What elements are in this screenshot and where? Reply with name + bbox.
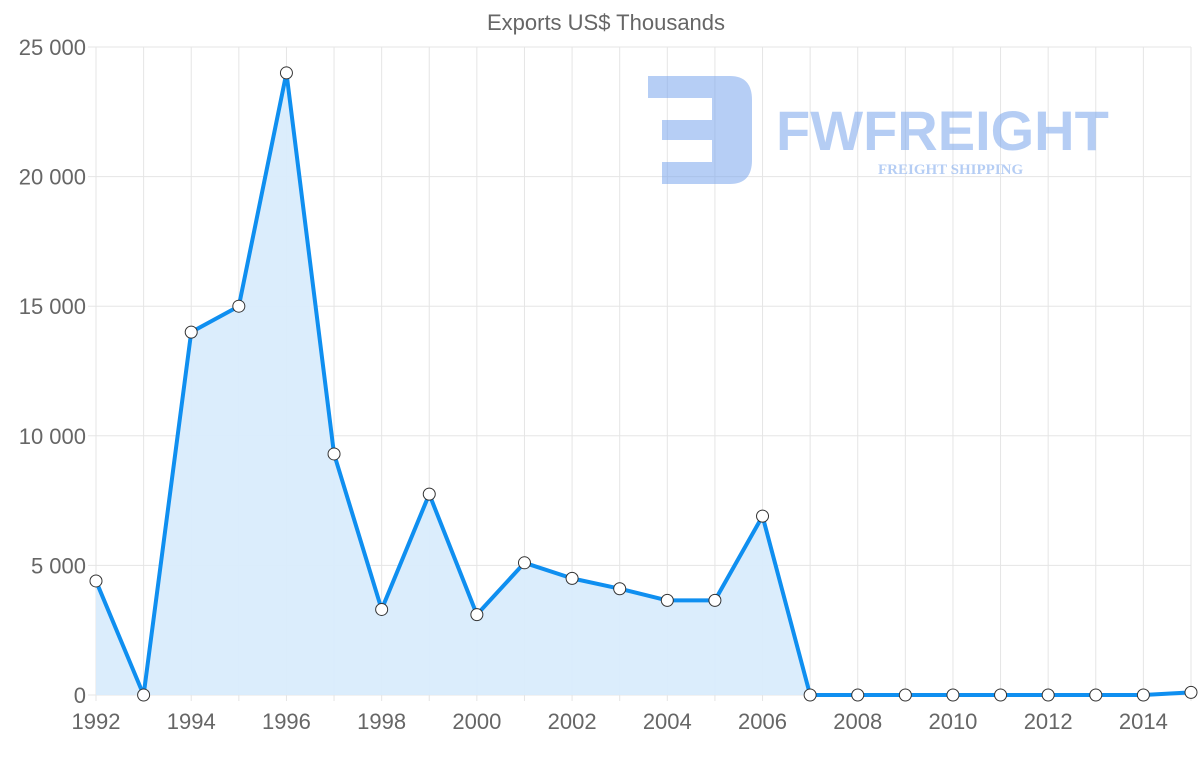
x-tick-label: 2014 [1119,709,1168,734]
watermark-tagline: FREIGHT SHIPPING [878,162,1023,178]
data-point [708,593,722,607]
x-tick-label: 2006 [738,709,787,734]
y-axis: 0 5 000 10 000 15 000 20 000 25 000 [19,35,86,708]
data-point [470,608,484,622]
data-point [279,66,293,80]
series-area [96,72,1191,696]
chart-title: Exports US$ Thousands [487,10,725,35]
data-point [184,325,198,339]
data-point [565,571,579,585]
data-point [375,602,389,616]
y-tick-label: 20 000 [19,165,86,190]
x-tick-label: 1994 [167,709,216,734]
data-point [1184,685,1198,699]
logo-mark-icon [648,76,752,184]
data-point [851,688,865,702]
y-tick-label: 0 [74,683,86,708]
y-tick-label: 10 000 [19,424,86,449]
watermark-brand: FWFREIGHT [776,99,1109,162]
x-tick-label: 2012 [1024,709,1073,734]
data-point [803,688,817,702]
data-point [946,688,960,702]
x-axis: 1992 1994 1996 1998 2000 2002 2004 2006 2008 2010… [72,709,1168,734]
y-tick-label: 25 000 [19,35,86,60]
y-tick-label: 5 000 [31,553,86,578]
watermark-logo: FWFREIGHT FREIGHT SHIPPING [648,76,1109,184]
data-point [898,688,912,702]
x-tick-label: 2004 [643,709,692,734]
series-exports [89,66,1198,702]
data-point [517,556,531,570]
x-tick-label: 1992 [72,709,121,734]
series-line [94,70,1192,697]
x-tick-label: 2000 [452,709,501,734]
data-point [422,487,436,501]
data-point [756,509,770,523]
x-tick-label: 2008 [833,709,882,734]
y-tick-label: 15 000 [19,294,86,319]
data-point [1136,688,1150,702]
x-tick-label: 1996 [262,709,311,734]
x-tick-label: 2010 [928,709,977,734]
data-point [327,447,341,461]
data-point [1041,688,1055,702]
data-point [137,688,151,702]
x-tick-label: 1998 [357,709,406,734]
data-point [1089,688,1103,702]
data-point [613,582,627,596]
data-point [994,688,1008,702]
x-tick-label: 2002 [548,709,597,734]
data-point [232,299,246,313]
data-point [660,593,674,607]
data-point [89,574,103,588]
